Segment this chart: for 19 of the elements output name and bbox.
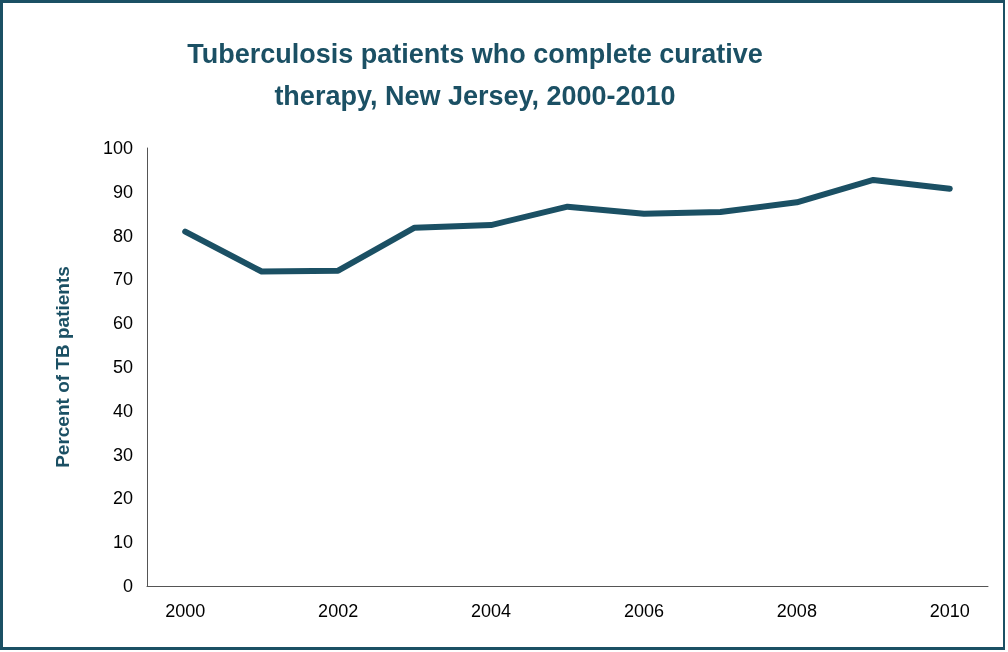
y-tick-label: 40 — [112, 400, 133, 421]
x-tick-label: 2002 — [318, 601, 359, 621]
y-tick-label: 80 — [112, 225, 133, 246]
y-tick-label: 30 — [112, 444, 133, 465]
y-tick-label: 90 — [112, 181, 133, 202]
x-tick-label: 2010 — [929, 601, 970, 621]
y-tick-label: 70 — [112, 269, 133, 290]
y-tick-label: 60 — [112, 313, 133, 334]
y-tick-label: 50 — [112, 357, 133, 377]
x-tick-label: 2004 — [471, 601, 512, 621]
chart-title: Tuberculosis patients who complete curative therapy, New Jersey, 2000-2010 — [187, 39, 763, 111]
y-tick-label: 10 — [112, 532, 133, 553]
y-tick-label: 20 — [112, 488, 133, 509]
y-tick-label: 100 — [102, 138, 133, 158]
x-tick-label: 2000 — [165, 601, 206, 621]
x-tick-label: 2008 — [776, 601, 817, 621]
y-tick-label: 0 — [122, 576, 133, 596]
y-axis-title: Percent of TB patients — [52, 266, 73, 468]
x-tick-label: 2006 — [623, 601, 664, 621]
